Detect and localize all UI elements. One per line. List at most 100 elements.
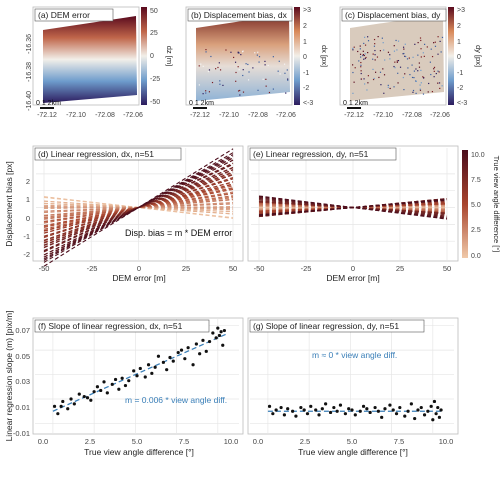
- speckle: [395, 39, 397, 42]
- y-tick-label: 0.01: [15, 403, 30, 412]
- data-point: [85, 396, 90, 400]
- data-point: [217, 333, 222, 338]
- speckle: [367, 75, 369, 77]
- data-point: [436, 405, 440, 410]
- data-point: [391, 408, 395, 412]
- speckle: [242, 74, 244, 77]
- speckle: [219, 80, 221, 82]
- speckle: [394, 61, 396, 63]
- speckle: [373, 45, 376, 47]
- speckle: [422, 93, 425, 95]
- speckle: [412, 56, 414, 58]
- data-point: [89, 398, 93, 402]
- speckle: [364, 57, 366, 60]
- data-point: [102, 380, 106, 384]
- speckle: [441, 36, 444, 39]
- x-tick-label: -50: [254, 264, 265, 273]
- speckle: [413, 77, 415, 79]
- data-point: [138, 366, 142, 371]
- speckle: [420, 56, 422, 58]
- speckle: [247, 79, 250, 81]
- speckle: [407, 67, 409, 69]
- speckle: [387, 84, 389, 86]
- speckle: [396, 49, 398, 51]
- speckle: [219, 69, 222, 71]
- data-point: [388, 403, 392, 407]
- speckle: [383, 92, 385, 94]
- data-point: [211, 331, 215, 335]
- speckle: [394, 67, 396, 69]
- data-point: [271, 412, 275, 416]
- speckle: [383, 49, 385, 51]
- speckle: [242, 91, 245, 93]
- y-tick-label: -16.38: [26, 62, 33, 82]
- data-point: [368, 410, 372, 415]
- scatter-panel-f: (f) Slope of linear regression, dx, n=51…: [4, 311, 244, 457]
- speckle: [237, 66, 239, 68]
- speckle: [405, 56, 407, 58]
- speckle: [372, 53, 374, 55]
- data-point: [403, 414, 407, 418]
- speckle: [374, 54, 376, 56]
- speckle: [422, 52, 424, 54]
- speckle: [240, 54, 242, 56]
- speckle: [415, 68, 417, 70]
- speckle: [418, 62, 420, 64]
- colorbar-tick: -2: [457, 85, 463, 92]
- speckle: [237, 51, 239, 53]
- speckle: [411, 76, 414, 79]
- speckle: [439, 87, 441, 90]
- regression-line: [43, 197, 234, 218]
- panel-title: (e) Linear regression, dy, n=51: [253, 149, 369, 159]
- x-tick-label: 10.0: [439, 437, 454, 446]
- data-point: [56, 412, 60, 416]
- data-point: [219, 330, 223, 334]
- y-tick-label: 0.03: [15, 377, 30, 386]
- speckle: [431, 55, 434, 58]
- speckle: [419, 88, 421, 90]
- x-tick-label: -72.06: [123, 112, 143, 119]
- data-point: [347, 407, 351, 411]
- speckle: [238, 52, 240, 54]
- x-tick-label: 25: [396, 264, 404, 273]
- speckle: [287, 78, 289, 80]
- scatter-panel-g: (g) Slope of linear regression, dy, n=51…: [247, 317, 459, 457]
- data-point: [179, 348, 184, 352]
- speckle: [441, 85, 443, 87]
- data-point: [132, 369, 136, 373]
- colorbar: [294, 7, 300, 105]
- speckle: [367, 51, 369, 54]
- colorbar-tick: 25: [150, 30, 158, 37]
- speckle: [208, 69, 211, 71]
- x-tick-label: 5.0: [347, 437, 357, 446]
- speckle: [397, 72, 399, 74]
- speckle: [242, 69, 244, 71]
- speckle: [426, 46, 428, 48]
- speckle: [360, 70, 362, 72]
- speckle: [430, 48, 432, 50]
- data-point: [123, 383, 128, 388]
- x-tick-label: 50: [443, 264, 451, 273]
- speckle: [364, 36, 366, 38]
- speckle: [393, 65, 395, 68]
- speckle: [237, 52, 239, 54]
- data-point: [95, 385, 100, 389]
- speckle: [217, 66, 219, 69]
- speckle: [254, 52, 256, 54]
- speckle: [235, 80, 237, 82]
- regression-line: [43, 169, 234, 247]
- y-tick-label: -0.01: [13, 429, 30, 438]
- regression-line: [43, 148, 234, 267]
- speckle: [363, 54, 365, 57]
- map-panel-a: (a) DEM error 0 1 2km -16.36 -16.38 -16.…: [26, 6, 174, 119]
- x-axis-label: True view angle difference [°]: [298, 447, 408, 457]
- x-tick-label: 0: [351, 264, 355, 273]
- speckle: [430, 73, 432, 76]
- colorbar-tick: 7.5: [471, 177, 481, 184]
- x-tick-label: -72.08: [248, 112, 268, 119]
- speckle: [205, 49, 207, 51]
- data-point: [422, 413, 427, 417]
- data-point: [143, 375, 147, 379]
- x-tick-label: -72.12: [344, 112, 364, 119]
- y-tick-label: -1: [23, 232, 30, 241]
